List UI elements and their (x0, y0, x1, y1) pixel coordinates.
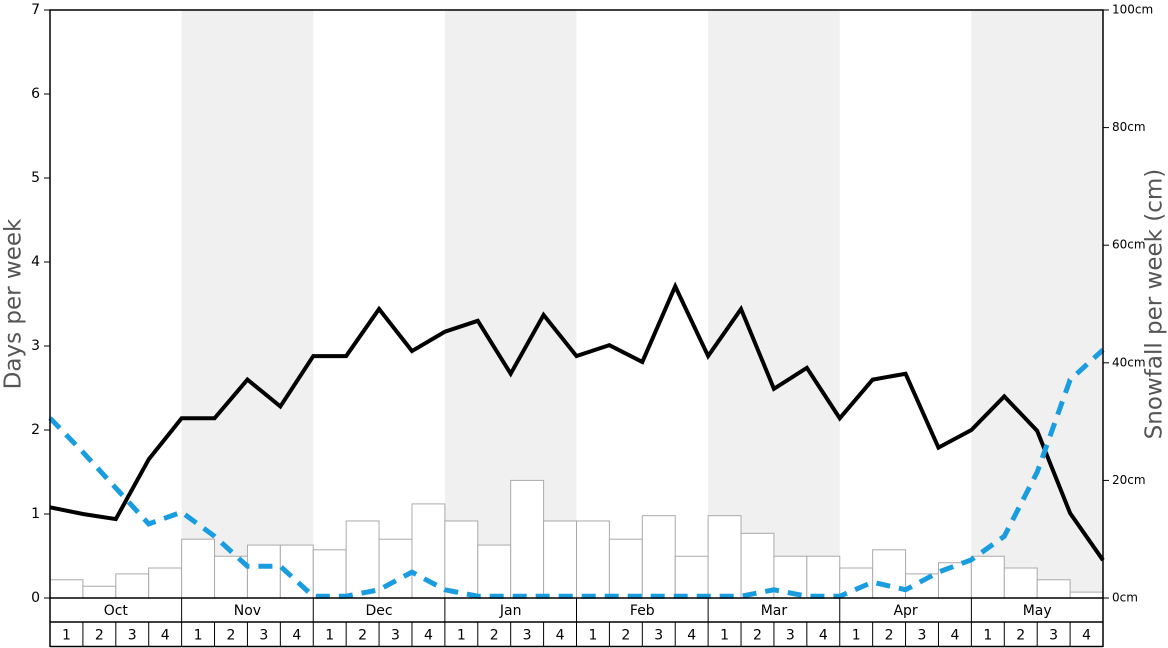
bar (411, 503, 446, 599)
y2-tick-label: 100cm (1112, 3, 1153, 17)
bar (345, 520, 380, 599)
bar (1069, 591, 1104, 599)
month-label: Jan (499, 603, 522, 619)
background (181, 10, 1103, 598)
bar (148, 567, 183, 599)
y2-tick-label: 20cm (1112, 473, 1146, 487)
week-label: 2 (1016, 628, 1025, 644)
bar (1003, 567, 1038, 599)
y-tick-label: 5 (31, 170, 40, 186)
week-label: 4 (292, 628, 301, 644)
month-label: May (1023, 603, 1052, 619)
week-label: 3 (259, 628, 268, 644)
y-tick-label: 4 (31, 254, 40, 270)
bar (444, 520, 479, 599)
y-tick-label: 1 (31, 506, 40, 522)
week-label: 3 (786, 628, 795, 644)
y2-tick-label: 40cm (1112, 355, 1146, 369)
bar (181, 538, 216, 599)
month-label: Mar (761, 603, 788, 619)
bar (246, 544, 281, 599)
month-band (971, 10, 1103, 598)
y2-tick-label: 80cm (1112, 120, 1146, 134)
week-label: 1 (62, 628, 71, 644)
week-label: 2 (490, 628, 499, 644)
bar (641, 515, 676, 599)
week-label: 1 (720, 628, 729, 644)
month-label: Feb (630, 603, 655, 619)
week-label: 3 (391, 628, 400, 644)
week-label: 1 (852, 628, 861, 644)
week-label: 2 (227, 628, 236, 644)
week-label: 4 (556, 628, 565, 644)
week-label: 4 (819, 628, 828, 644)
bar (543, 520, 577, 599)
week-label: 1 (588, 628, 597, 644)
bar (806, 555, 841, 599)
week-label: 4 (1082, 628, 1091, 644)
y-tick-label: 7 (31, 2, 40, 18)
y2-axis-title: Snowfall per week (cm) (1142, 169, 1168, 440)
month-label: Nov (234, 603, 261, 619)
bar (378, 538, 413, 599)
week-label: 2 (753, 628, 762, 644)
bar (970, 555, 1005, 599)
y2-tick-label: 0cm (1112, 591, 1138, 605)
week-label: 4 (950, 628, 959, 644)
month-label: Oct (104, 603, 129, 619)
bar (49, 579, 84, 599)
bar (510, 479, 545, 599)
week-label: 4 (424, 628, 433, 644)
week-label: 3 (654, 628, 663, 644)
plot (48, 281, 1105, 599)
days-line (49, 281, 1105, 562)
month-band (708, 10, 840, 598)
week-label: 3 (1049, 628, 1058, 644)
week-label: 2 (358, 628, 367, 644)
bar (115, 573, 150, 599)
bar (312, 549, 347, 599)
week-label: 1 (983, 628, 992, 644)
week-label: 1 (325, 628, 334, 644)
week-label: 1 (457, 628, 466, 644)
y-axis-title: Days per week (1, 218, 27, 389)
week-label: 1 (194, 628, 203, 644)
snowfall-line (48, 348, 1105, 599)
y-tick-label: 0 (31, 590, 40, 606)
y-tick-label: 6 (31, 86, 40, 102)
bar (82, 585, 117, 599)
bar (477, 544, 512, 599)
week-label: 3 (523, 628, 532, 644)
week-label: 2 (621, 628, 630, 644)
week-label: 4 (687, 628, 696, 644)
week-label: 3 (918, 628, 927, 644)
month-label: Dec (366, 603, 393, 619)
y2-tick-label: 60cm (1112, 238, 1146, 252)
bar (707, 515, 742, 599)
bar (1036, 579, 1071, 599)
week-label: 2 (885, 628, 894, 644)
bar (576, 520, 610, 599)
month-band (181, 10, 314, 598)
y-tick-label: 3 (31, 338, 40, 354)
week-label: 4 (161, 628, 170, 644)
bar (608, 538, 643, 599)
bar (674, 555, 709, 599)
week-label: 2 (95, 628, 104, 644)
month-label: Apr (893, 603, 917, 619)
week-label: 3 (128, 628, 137, 644)
y-tick-label: 2 (31, 422, 40, 438)
